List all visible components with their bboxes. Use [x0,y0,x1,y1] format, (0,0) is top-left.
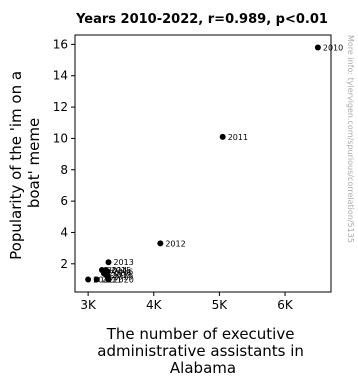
data-point-labels: 2010 2011 2012 2013201420152016201720182019… [93,44,343,285]
x-tick-label: 6K [277,298,294,312]
y-tick-label: 10 [53,131,68,145]
data-point-label: 2019 [113,272,133,281]
data-point-label: 2017 [109,269,129,278]
x-tick-label: 3K [80,298,97,312]
data-point-label: 2011 [228,133,248,142]
y-axis-label-line-2: boat' meme [25,118,43,208]
data-point [314,44,321,51]
data-point [105,276,112,283]
watermark-text: More info: tylervigen.com/spurious/corre… [346,35,355,243]
data-point-label: 2013 [113,258,133,267]
y-axis-label: Popularity of the 'im on a boat' meme [7,66,43,260]
chart-title: Years 2010-2022, r=0.989, p<0.01 [75,12,328,27]
x-axis-label: The number of executive administrative a… [97,325,308,377]
data-point [93,276,100,283]
data-point-label: 2015 [111,266,131,275]
y-tick-label: 8 [60,163,68,177]
data-point [105,259,112,266]
data-point [85,276,92,283]
data-point [219,133,226,140]
data-point-label: 2018 [112,271,132,280]
x-axis-label-line-3: Alabama [170,359,236,377]
data-points [85,44,321,283]
data-point [157,240,164,247]
x-axis-label-line-1: The number of executive [106,325,295,343]
y-axis-ticks: 2 4 6 8 10 12 14 16 [53,37,75,271]
data-point-label: 2020 [113,275,133,284]
x-tick-label: 4K [146,298,163,312]
data-point-label: 2012 [165,239,185,248]
data-point-label: 2016 [113,268,133,277]
x-axis-ticks: 3K 4K 5K 6K [80,292,294,312]
y-tick-label: 12 [53,100,68,114]
x-tick-label: 5K [212,298,229,312]
y-axis-label-line-1: Popularity of the 'im on a [7,71,25,260]
data-point-label: 2022 [93,275,113,284]
y-tick-label: 6 [60,194,68,208]
data-point-label: 2010 [323,44,343,53]
plot-area [74,34,332,293]
y-tick-label: 14 [53,69,68,83]
data-point-label: 2021 [102,275,122,284]
y-tick-label: 16 [53,37,68,51]
data-point-label: 2014 [107,266,127,275]
y-tick-label: 2 [60,257,68,271]
x-axis-label-line-2: administrative assistants in [97,342,304,360]
y-tick-label: 4 [60,225,68,239]
